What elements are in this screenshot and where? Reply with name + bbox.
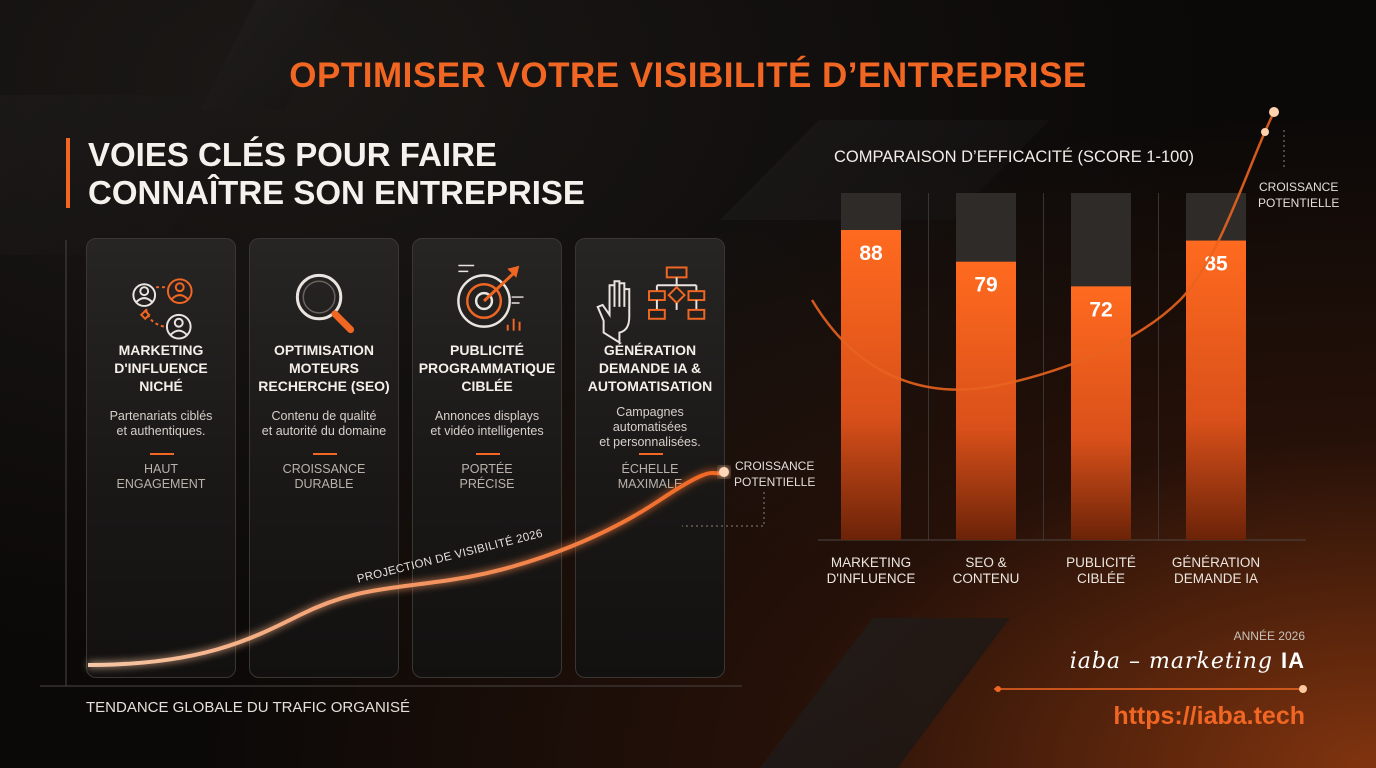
bar xyxy=(956,261,1016,540)
card-title: MARKETING D'INFLUENCE NICHÉ xyxy=(114,342,208,394)
x-tick-label: MARKETING D'INFLUENCE xyxy=(826,555,916,586)
card-title: GÉNÉRATION DEMANDE IA & AUTOMATISATION xyxy=(587,342,713,394)
influencer-network-icon xyxy=(132,278,193,340)
bar xyxy=(841,229,901,540)
card-divider xyxy=(313,453,337,455)
card-description: Campagnes automatisées et personnalisées. xyxy=(599,405,701,449)
website-link[interactable]: https://iaba.tech xyxy=(1113,702,1305,730)
bar-value-label: 88 xyxy=(859,242,883,265)
robot-hand-flowchart-icon xyxy=(596,266,706,345)
main-title: OPTIMISER VOTRE VISIBILITÉ D’ENTREPRISE xyxy=(289,56,1087,95)
chart-title: COMPARAISON D’EFFICACITÉ (SCORE 1-100) xyxy=(834,148,1194,166)
trend-end-label: CROISSANCE POTENTIELLE xyxy=(734,459,816,489)
card-description: Contenu de qualité et autorité du domaine xyxy=(261,409,387,438)
card-divider xyxy=(476,453,500,455)
bar-value-label: 72 xyxy=(1089,298,1112,321)
card-description: Annonces displays et vidéo intelligentes xyxy=(430,409,544,438)
x-tick-label: SEO & CONTENU xyxy=(952,555,1020,586)
card-title: PUBLICITÉ PROGRAMMATIQUE CIBLÉE xyxy=(418,342,556,394)
bar xyxy=(1186,240,1246,540)
target-arrow-icon xyxy=(457,264,524,331)
heading-accent-bar xyxy=(66,138,70,208)
bar xyxy=(1071,286,1131,540)
chart-annotation-label: CROISSANCE POTENTIELLE xyxy=(1258,180,1340,210)
card-description: Partenariats ciblés et authentiques. xyxy=(109,409,213,438)
growth-curve xyxy=(810,111,1276,391)
growth-point xyxy=(1261,128,1269,136)
bar-value-label: 85 xyxy=(1204,253,1228,276)
bar-value-label: 79 xyxy=(974,274,997,297)
growth-end-point xyxy=(1269,107,1279,117)
trend-axis-title: TENDANCE GLOBALE DU TRAFIC ORGANISÉ xyxy=(86,699,410,716)
section-heading-line-1: VOIES CLÉS POUR FAIRE xyxy=(88,136,497,173)
footer-glow-line xyxy=(994,685,1307,693)
x-tick-label: GÉNÉRATION DEMANDE IA xyxy=(1171,555,1261,586)
card-divider xyxy=(150,453,174,455)
x-tick-label: PUBLICITÉ CIBLÉE xyxy=(1066,555,1136,586)
section-heading-line-2: CONNAÎTRE SON ENTREPRISE xyxy=(88,174,585,211)
card-title: OPTIMISATION MOTEURS RECHERCHE (SEO) xyxy=(258,342,390,394)
year-label: ANNÉE 2026 xyxy=(1233,629,1305,643)
card-divider xyxy=(639,453,663,455)
brand-signature: iaba – marketing IA xyxy=(1069,648,1305,674)
magnifier-icon xyxy=(295,273,355,334)
